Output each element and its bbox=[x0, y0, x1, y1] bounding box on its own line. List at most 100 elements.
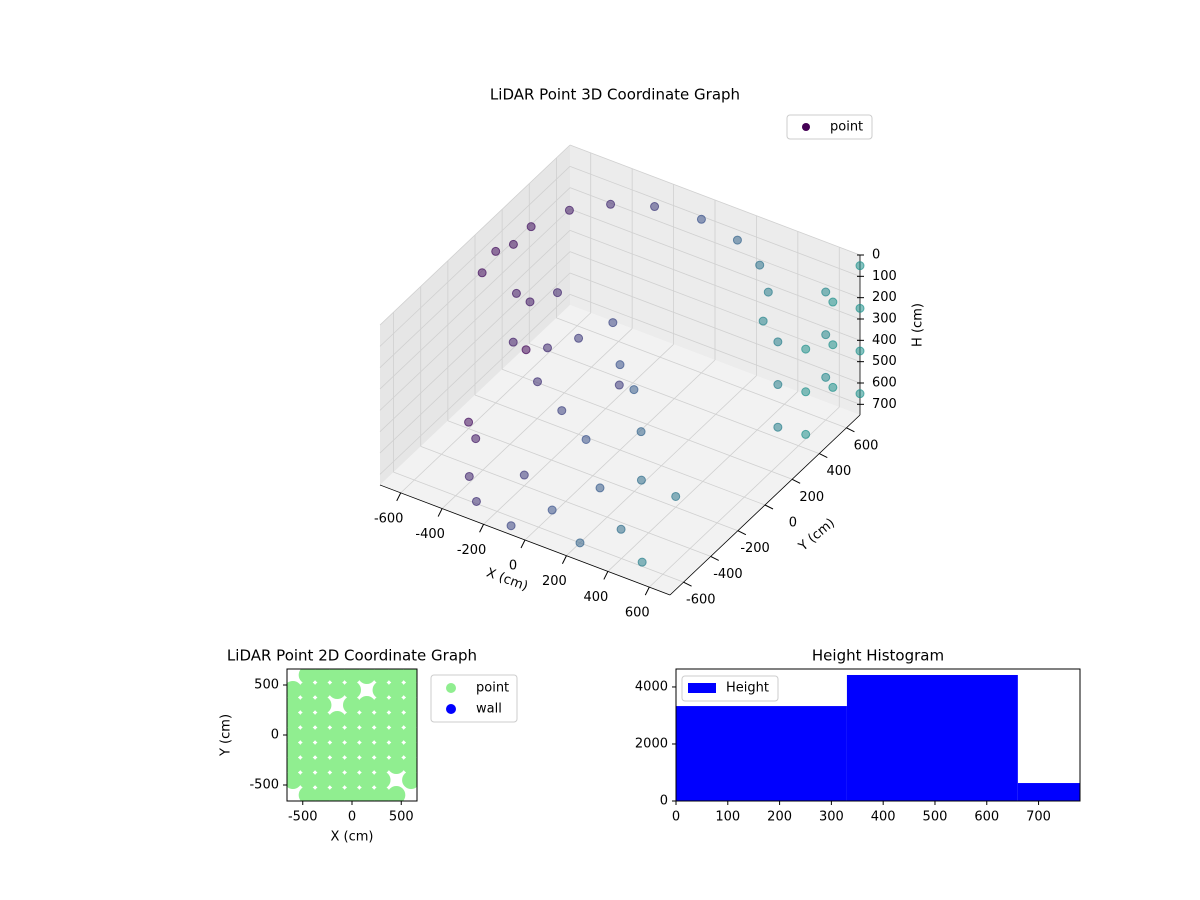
point bbox=[287, 726, 302, 744]
z-tick-label: 100 bbox=[872, 269, 897, 284]
tick-mark bbox=[710, 555, 719, 561]
point bbox=[773, 380, 783, 390]
point bbox=[287, 711, 302, 729]
legend-marker bbox=[446, 683, 456, 693]
y-tick-label: 0 bbox=[660, 794, 668, 809]
x-tick-label: -600 bbox=[374, 511, 404, 526]
grid-line bbox=[569, 144, 861, 256]
y-tick-label: -600 bbox=[686, 593, 716, 608]
point bbox=[372, 669, 391, 684]
point bbox=[464, 417, 474, 427]
grid-line bbox=[379, 251, 571, 432]
point bbox=[372, 711, 391, 729]
point bbox=[636, 475, 646, 485]
point bbox=[298, 696, 317, 714]
x-tick-label: 0 bbox=[672, 810, 680, 825]
point bbox=[525, 297, 535, 307]
point bbox=[357, 786, 376, 801]
point bbox=[636, 427, 646, 437]
legend-label: wall bbox=[476, 702, 502, 717]
point bbox=[506, 521, 516, 531]
point bbox=[328, 786, 347, 801]
point bbox=[313, 696, 332, 714]
point bbox=[855, 261, 865, 271]
point bbox=[402, 681, 417, 699]
tick-mark bbox=[603, 571, 609, 580]
y-tick-label: 0 bbox=[789, 516, 797, 531]
point bbox=[696, 214, 706, 224]
tick-mark bbox=[819, 453, 828, 459]
grid-line bbox=[569, 272, 861, 384]
z-tick-label: 200 bbox=[872, 290, 897, 305]
point bbox=[464, 471, 474, 481]
point bbox=[637, 557, 647, 567]
point bbox=[553, 288, 562, 298]
point bbox=[471, 434, 481, 444]
point bbox=[387, 726, 406, 744]
point bbox=[508, 337, 518, 347]
point bbox=[298, 681, 317, 699]
point bbox=[828, 340, 838, 350]
point bbox=[387, 756, 406, 774]
x-tick-label: 100 bbox=[715, 810, 740, 825]
point bbox=[372, 696, 391, 714]
x-tick-label: -200 bbox=[457, 543, 487, 558]
point bbox=[357, 696, 376, 714]
point bbox=[313, 741, 332, 759]
point bbox=[402, 771, 417, 789]
point bbox=[615, 360, 625, 370]
point bbox=[821, 287, 831, 297]
legend-label: point bbox=[830, 120, 863, 135]
x-tick-label: 400 bbox=[871, 810, 896, 825]
point bbox=[343, 786, 361, 801]
y-tick-label: -400 bbox=[713, 567, 743, 582]
point bbox=[758, 316, 768, 326]
grid-line bbox=[569, 208, 861, 320]
point bbox=[526, 222, 536, 232]
x-axis-label: X (cm) bbox=[331, 830, 374, 845]
grid-line bbox=[447, 420, 738, 532]
point bbox=[543, 343, 552, 353]
point bbox=[763, 287, 773, 297]
grid-line bbox=[569, 187, 861, 299]
point bbox=[402, 741, 417, 759]
point bbox=[828, 297, 838, 307]
x-tick-label: 600 bbox=[974, 810, 999, 825]
point bbox=[511, 288, 521, 298]
point bbox=[372, 741, 391, 759]
point bbox=[855, 389, 865, 399]
point bbox=[298, 711, 317, 729]
tick-mark bbox=[846, 427, 855, 433]
point bbox=[387, 711, 406, 729]
y-tick-label: -200 bbox=[740, 541, 770, 556]
point bbox=[357, 771, 376, 789]
chart-title: Height Histogram bbox=[812, 647, 944, 665]
x-tick-label: 0 bbox=[509, 559, 517, 574]
legend-label: point bbox=[476, 681, 509, 696]
axes-frame bbox=[675, 668, 1081, 802]
point bbox=[287, 756, 302, 774]
point bbox=[357, 669, 376, 684]
grid-line bbox=[474, 394, 766, 506]
x-tick-label: 600 bbox=[625, 606, 650, 621]
grid-line bbox=[379, 166, 571, 347]
y-tick-label: 4000 bbox=[635, 679, 668, 694]
z-tick-label: 0 bbox=[872, 248, 880, 263]
point bbox=[343, 681, 361, 699]
grid-line bbox=[379, 187, 571, 368]
y-tick-label: 500 bbox=[254, 678, 279, 693]
point bbox=[671, 491, 681, 501]
z-tick-label: 500 bbox=[872, 354, 897, 369]
legend-label: Height bbox=[726, 681, 769, 696]
legend-marker bbox=[446, 704, 456, 714]
point bbox=[606, 199, 616, 209]
tick-mark bbox=[396, 492, 402, 502]
point bbox=[372, 756, 391, 774]
point bbox=[313, 756, 332, 774]
grid-line bbox=[502, 368, 793, 480]
point bbox=[357, 726, 376, 744]
point bbox=[491, 246, 501, 256]
grid-line bbox=[420, 446, 711, 557]
point bbox=[287, 681, 302, 699]
bar bbox=[1017, 783, 1080, 801]
